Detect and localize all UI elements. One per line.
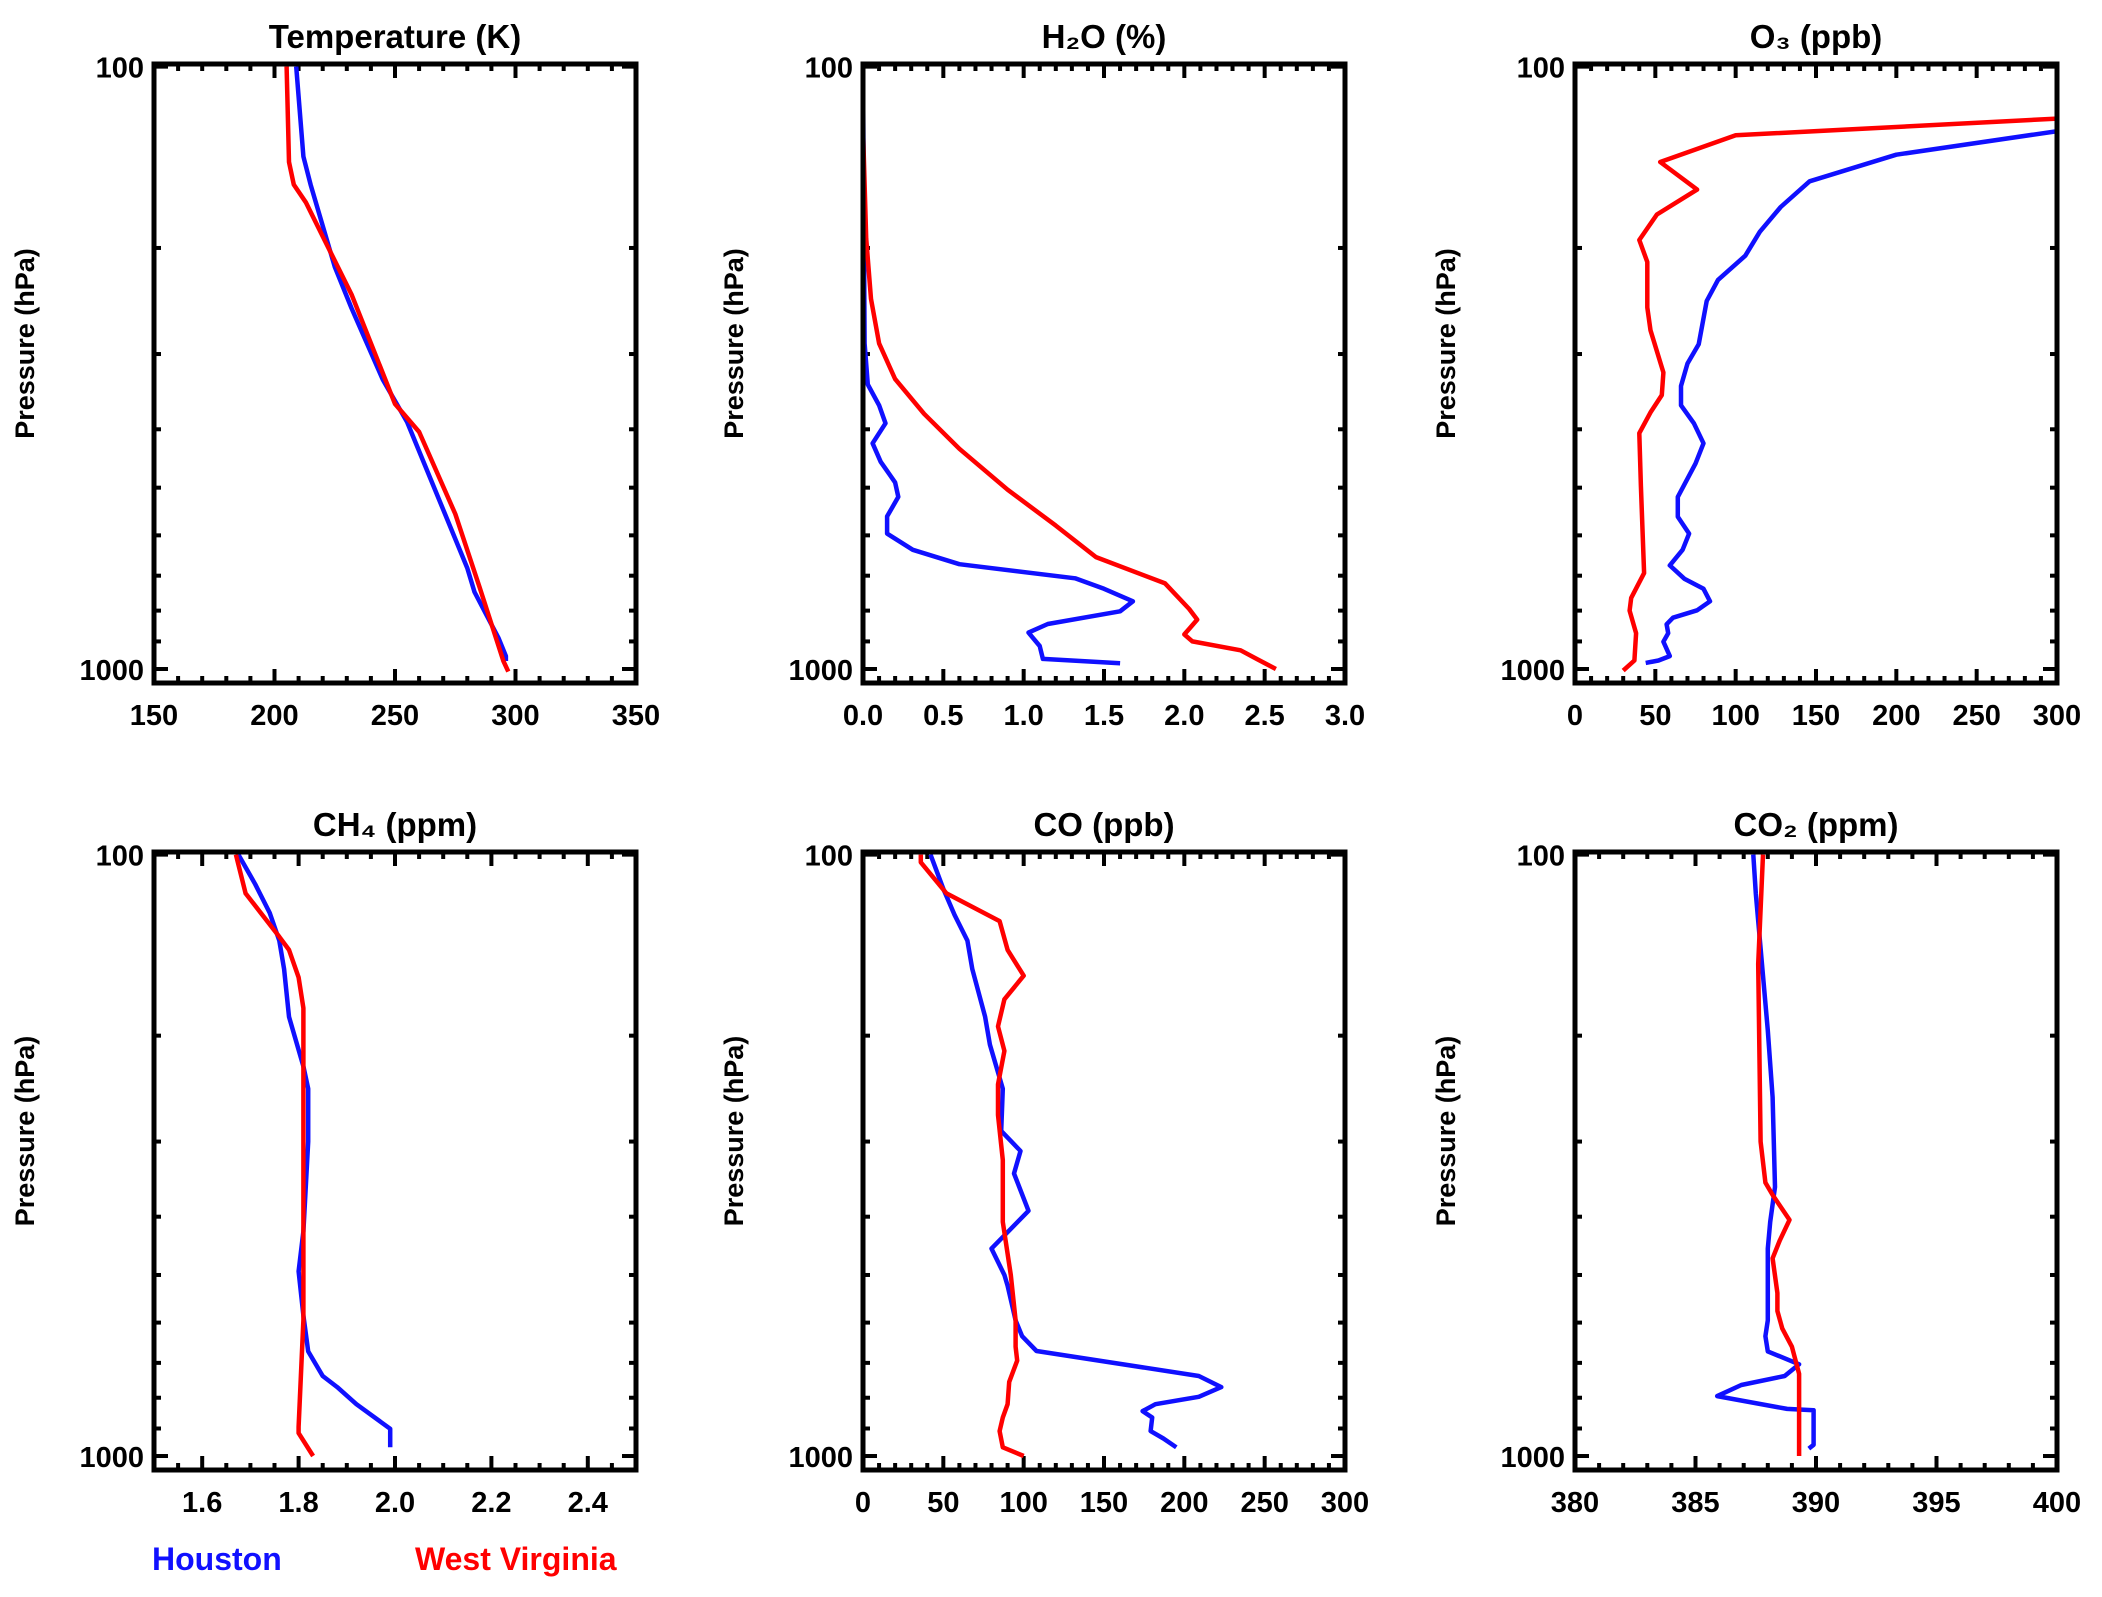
y-tick-label: 100 — [96, 841, 144, 873]
x-tick-label: 200 — [1872, 700, 1920, 732]
series-line-west-virginia — [284, 66, 511, 673]
x-tick-label: 1.0 — [1004, 700, 1044, 732]
series-line-west-virginia — [1621, 116, 2057, 673]
x-tick-label: 150 — [1080, 1487, 1128, 1519]
x-tick-label: 0.5 — [923, 700, 963, 732]
y-axis-label: Pressure (hPa) — [719, 1036, 749, 1227]
panel-4: CO (ppb) Pressure (hPa) 0 50 100 150 200 250 300… — [719, 806, 1369, 1519]
x-tick-label: 1.8 — [278, 1487, 318, 1519]
y-axis-label: Pressure (hPa) — [10, 248, 40, 439]
x-tick-label: 1.5 — [1084, 700, 1124, 732]
x-tick-label: 250 — [1240, 1487, 1288, 1519]
y-tick-label: 1000 — [79, 655, 144, 687]
series-line-houston — [1714, 854, 1816, 1451]
y-tick-label: 100 — [805, 841, 853, 873]
series-line-west-virginia — [1755, 854, 1802, 1456]
x-tick-label: 100 — [999, 1487, 1047, 1519]
x-tick-label: 400 — [2033, 1487, 2081, 1519]
x-tick-label: 50 — [927, 1487, 959, 1519]
panels: Temperature (K) Pressure (hPa) 150 200 250 30… — [10, 18, 2081, 1519]
x-tick-label: 150 — [1792, 700, 1840, 732]
y-tick-label: 1000 — [788, 655, 853, 687]
panel-5: CO₂ (ppm) Pressure (hPa) 380 385 390 395 400 10… — [1431, 806, 2081, 1519]
y-tick-label: 1000 — [788, 1442, 853, 1474]
y-tick-label: 100 — [805, 53, 853, 85]
series-line-west-virginia — [863, 129, 1277, 671]
x-tick-label: 0 — [1567, 700, 1583, 732]
x-tick-label: 2.4 — [568, 1487, 608, 1519]
x-tick-label: 3.0 — [1325, 700, 1365, 732]
panel-title: CO₂ (ppm) — [1734, 806, 1899, 843]
x-tick-label: 2.2 — [471, 1487, 511, 1519]
x-tick-label: 385 — [1671, 1487, 1719, 1519]
tick-marks — [1575, 64, 2057, 683]
tick-marks — [863, 852, 1345, 1470]
tick-marks — [154, 852, 636, 1470]
x-tick-label: 2.5 — [1245, 700, 1285, 732]
x-tick-label: 300 — [491, 700, 539, 732]
y-axis-label: Pressure (hPa) — [719, 248, 749, 439]
x-tick-label: 0 — [855, 1487, 871, 1519]
plot-frame — [860, 61, 1348, 686]
panel-2: O₃ (ppb) Pressure (hPa) 0 50 100 150 200 250 300… — [1431, 18, 2081, 732]
x-tick-label: 200 — [250, 700, 298, 732]
y-tick-label: 1000 — [79, 1442, 144, 1474]
panel-title: H₂O (%) — [1042, 18, 1167, 55]
x-tick-label: 2.0 — [1164, 700, 1204, 732]
plot-frame — [151, 849, 639, 1473]
y-tick-label: 100 — [96, 53, 144, 85]
plot-frame — [860, 849, 1348, 1473]
y-axis-label: Pressure (hPa) — [10, 1036, 40, 1227]
tick-marks — [1575, 852, 2057, 1470]
series-line-west-virginia — [918, 854, 1026, 1459]
x-tick-label: 1.6 — [182, 1487, 222, 1519]
x-tick-label: 150 — [130, 700, 178, 732]
x-tick-label: 100 — [1711, 700, 1759, 732]
panel-title: Temperature (K) — [269, 18, 521, 55]
x-tick-label: 300 — [2033, 700, 2081, 732]
x-tick-label: 0.0 — [843, 700, 883, 732]
x-tick-label: 2.0 — [375, 1487, 415, 1519]
x-tick-label: 250 — [1952, 700, 2000, 732]
panel-title: CH₄ (ppm) — [313, 806, 477, 843]
panel-0: Temperature (K) Pressure (hPa) 150 200 250 30… — [10, 18, 660, 732]
panel-3: CH₄ (ppm) Pressure (hPa) 1.6 1.8 2.0 2.2 2.4 10… — [10, 806, 639, 1519]
x-tick-label: 380 — [1551, 1487, 1599, 1519]
x-tick-label: 200 — [1160, 1487, 1208, 1519]
series-line-houston — [863, 66, 1136, 666]
legend-houston: Houston — [152, 1541, 282, 1577]
y-tick-label: 1000 — [1500, 1442, 1565, 1474]
y-axis-label: Pressure (hPa) — [1431, 1036, 1461, 1227]
legend-west-virginia: West Virginia — [415, 1541, 617, 1577]
plot-frame — [1572, 61, 2060, 686]
x-tick-label: 390 — [1792, 1487, 1840, 1519]
y-tick-label: 100 — [1517, 841, 1565, 873]
x-tick-label: 250 — [371, 700, 419, 732]
x-tick-label: 300 — [1321, 1487, 1369, 1519]
plot-frame — [1572, 849, 2060, 1473]
series-line-houston — [928, 853, 1224, 1450]
x-tick-label: 350 — [612, 700, 660, 732]
legend: Houston West Virginia — [152, 1541, 617, 1577]
tick-marks — [154, 64, 636, 683]
panel-title: CO (ppb) — [1033, 806, 1174, 843]
y-axis-label: Pressure (hPa) — [1431, 248, 1461, 439]
x-tick-label: 50 — [1639, 700, 1671, 732]
panel-title: O₃ (ppb) — [1750, 18, 1883, 55]
y-tick-label: 1000 — [1500, 655, 1565, 687]
series-line-houston — [236, 853, 393, 1448]
panel-1: H₂O (%) Pressure (hPa) 0.0 0.5 1.0 1.5 2.0 2.5 3… — [719, 18, 1365, 732]
x-tick-label: 395 — [1912, 1487, 1960, 1519]
y-tick-label: 100 — [1517, 53, 1565, 85]
series-line-houston — [1645, 128, 2057, 666]
plot-frame — [151, 61, 639, 686]
series-line-west-virginia — [233, 854, 316, 1458]
